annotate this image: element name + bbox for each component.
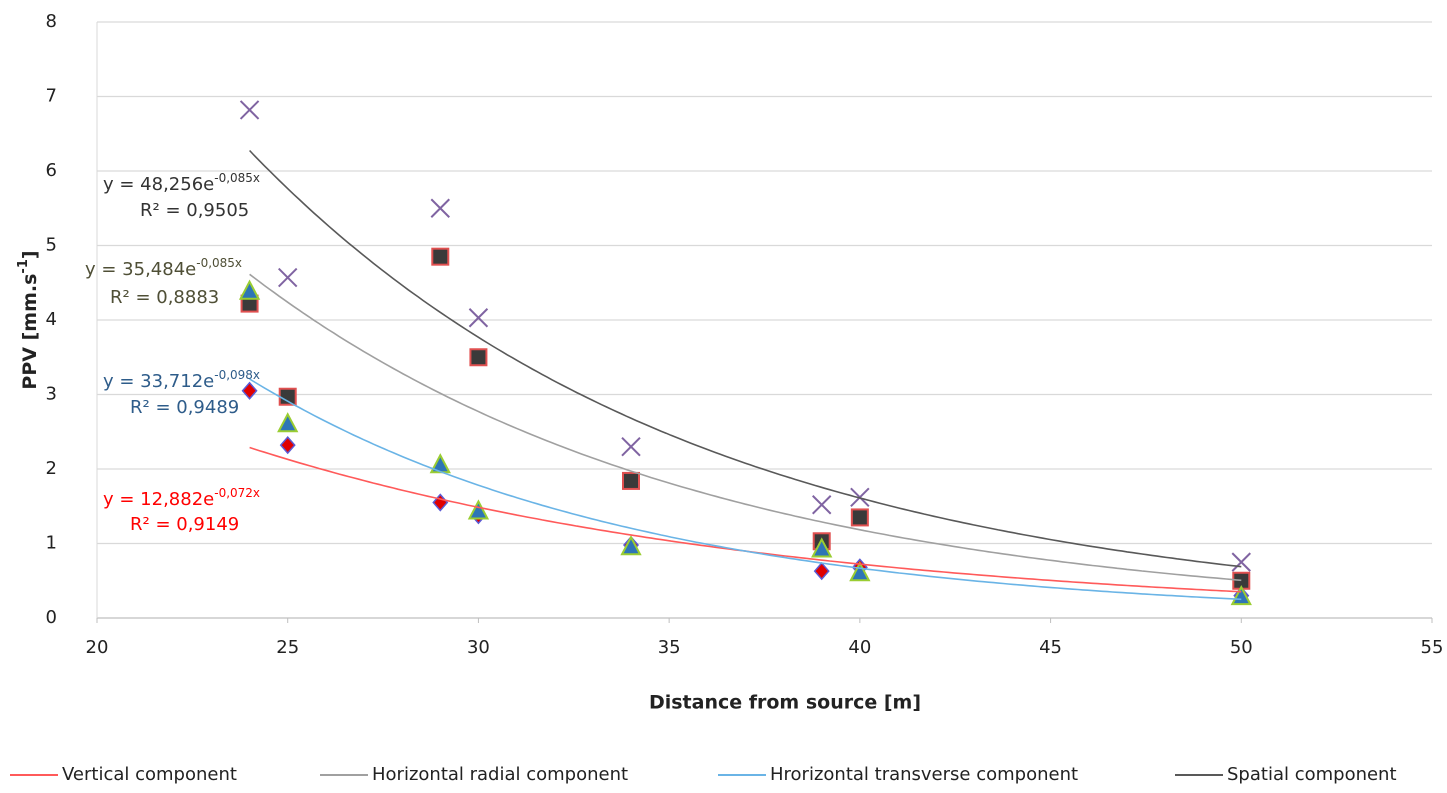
y-axis-title-end: ] [19,250,41,259]
triangle-marker [238,279,261,300]
diamond-marker [432,493,449,512]
diamond-marker [813,561,830,581]
y-axis-title-main: PPV [mm.s [19,274,41,390]
x-marker [430,198,450,218]
equation-base: y = 48,256e [103,174,214,195]
x-tick-label: 20 [86,637,109,658]
diamond-marker [279,436,296,455]
y-axis-title: PPV [mm.s-1] [16,250,41,389]
triangle-marker [849,561,871,582]
square-marker [431,247,450,266]
x-tick-label: 50 [1230,637,1253,658]
diamond-marker [241,381,258,400]
trendline-r2: R² = 0,8883 [110,287,219,308]
x-marker [812,495,832,515]
equation-exponent: -0,085x [214,171,260,185]
x-marker [621,436,641,457]
x-marker [239,100,260,120]
legend-label: Hrorizontal transverse component [770,764,1078,785]
legend-label: Horizontal radial component [372,764,628,785]
x-tick-label: 40 [848,637,871,658]
trendline-r2: R² = 0,9489 [130,397,239,418]
trendline [249,378,1242,601]
y-tick-label: 8 [46,11,57,32]
y-tick-label: 5 [46,235,57,256]
trendline-equation: y = 48,256e-0,085x [103,171,260,196]
trendline-equation: y = 33,712e-0,098x [103,368,260,393]
x-marker [1231,552,1251,572]
equation-base: y = 33,712e [103,371,214,392]
y-tick-label: 0 [46,607,57,628]
triangle-marker [811,537,833,558]
equation-base: y = 35,484e [85,259,196,280]
triangle-marker [277,412,299,433]
x-tick-label: 35 [658,637,681,658]
trendline-equation: y = 35,484e-0,085x [85,256,242,281]
x-marker [278,267,298,288]
square-marker [278,387,297,406]
legend-label: Spatial component [1227,764,1397,785]
y-axis-title-sup: -1 [16,259,31,273]
x-tick-label: 55 [1421,637,1444,658]
trendline-equation: y = 12,882e-0,072x [103,486,260,511]
equation-exponent: -0,072x [214,486,260,500]
x-axis-title: Distance from source [m] [649,692,921,714]
trendline-r2: R² = 0,9505 [140,200,249,221]
x-tick-label: 25 [276,637,299,658]
y-tick-label: 3 [46,384,57,405]
x-tick-label: 30 [467,637,490,658]
square-marker [469,348,488,367]
trendline [249,149,1242,568]
trendline [249,273,1242,582]
equation-exponent: -0,085x [196,256,242,270]
y-tick-label: 2 [46,458,57,479]
x-marker [468,308,489,328]
y-tick-label: 1 [46,533,57,554]
triangle-marker [620,535,642,556]
y-tick-label: 6 [46,160,57,181]
legend-label: Vertical component [62,764,237,785]
trendline-r2: R² = 0,9149 [130,514,239,535]
equation-base: y = 12,882e [103,489,214,510]
square-marker [622,471,640,490]
triangle-marker [467,499,490,520]
y-tick-label: 4 [46,309,57,330]
x-tick-label: 45 [1039,637,1062,658]
y-tick-label: 7 [46,86,57,107]
square-marker [850,508,869,527]
equation-exponent: -0,098x [214,368,260,382]
